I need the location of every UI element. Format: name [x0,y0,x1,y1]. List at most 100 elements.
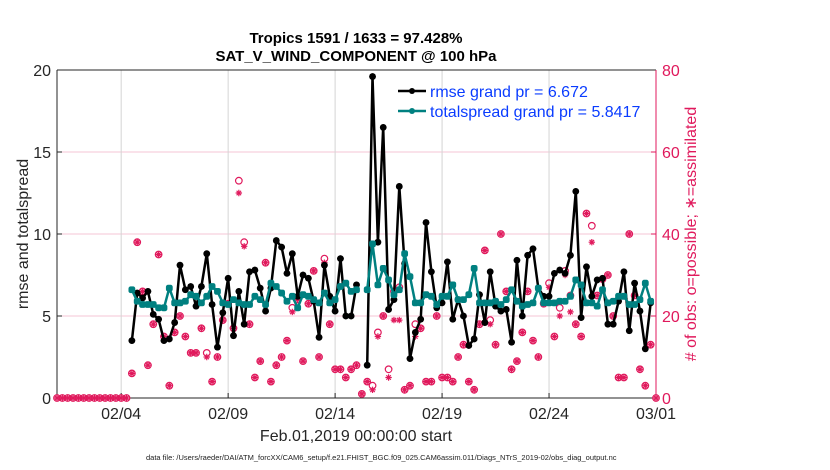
rmse-point-star [599,275,606,282]
rmse-point-star [139,294,146,302]
obs-assimilated-point [610,312,617,320]
obs-assimilated-point [519,329,526,336]
legend-label-totalspread: totalspread grand pr = 5.8417 [430,104,640,121]
totalspread-point [187,291,195,299]
obs-assimilated-point [246,321,253,328]
rmse-point-star [428,268,435,275]
rmse-point-star [406,355,414,362]
obs-possible-point [277,353,286,361]
totalspread-point [588,299,596,307]
obs-possible-point [432,312,441,320]
obs-possible-point [400,385,409,394]
totalspread-point [593,302,601,310]
rmse-point-star [503,306,510,313]
totalspread-point [561,297,569,305]
legend-marker-totalspread [409,108,415,114]
totalspread-point [374,281,382,289]
obs-possible-point [406,381,414,390]
obs-assimilated-point [567,308,574,316]
obs-possible-point [234,176,243,185]
legend-entry-totalspread: totalspread grand pr = 5.8417 [398,104,640,121]
obs-assimilated-point [497,230,505,238]
obs-assimilated-point [305,300,312,307]
obs-assimilated-point [144,362,152,369]
totalspread-point [203,292,211,300]
rmse-point-star [604,321,612,328]
obs-assimilated-point [342,374,350,381]
x-tick-label: 02/14 [315,406,355,423]
legend-label-rmse: rmse grand pr = 6.672 [430,84,588,101]
obs-assimilated-point [176,312,184,320]
obs-assimilated-point [572,321,579,328]
totalspread-point [615,292,622,300]
rmse-point-star [347,312,355,320]
obs-possible-point [464,377,473,386]
totalspread-point [294,304,302,312]
obs-possible-point [636,365,644,374]
obs-assimilated-point [337,366,344,373]
obs-possible-point [518,328,527,337]
totalspread-point [246,301,253,308]
rmse-point-star [519,312,526,320]
obs-assimilated-point [198,325,205,332]
obs-possible-point [577,332,586,341]
chart-title: Tropics 1591 / 1633 = 97.428% [249,30,462,47]
rmse-point-star [385,306,392,313]
rmse-point-star [166,335,173,343]
totalspread-point [583,299,590,307]
totalspread-point [513,297,521,305]
obs-possible-point [603,271,612,279]
obs-assimilated-point [315,353,323,361]
obs-assimilated-point [631,292,638,299]
totalspread-point [465,291,473,299]
obs-possible-point [197,324,206,333]
obs-assimilated-point [299,357,307,365]
obs-assimilated-point [513,357,521,365]
obs-assimilated-point [101,394,109,402]
obs-assimilated-point [240,243,248,250]
obs-possible-point [176,312,184,320]
obs-possible-point [529,336,537,345]
obs-possible-point [443,373,452,382]
obs-possible-point [165,381,174,390]
rmse-point-star [160,337,168,344]
totalspread-point [609,297,617,305]
totalspread-point [181,297,189,305]
obs-assimilated-point [251,374,259,381]
obs-possible-point [181,332,190,341]
obs-possible-point [127,369,136,378]
rmse-point-star [636,307,644,315]
obs-assimilated-point [59,394,66,402]
rmse-point-star [219,309,226,316]
y-axis-label-right: # of obs: o=possible; ∗=assimilated [683,107,700,361]
obs-assimilated-point [214,353,221,361]
y-right-tick-label: 60 [662,145,680,162]
obs-possible-point [480,246,489,255]
obs-possible-point [363,377,372,386]
obs-possible-point [352,361,361,370]
totalspread-point [540,299,548,307]
chart-subtitle: SAT_V_WIND_COMPONENT @ 100 hPa [215,48,497,65]
obs-assimilated-point [150,321,157,328]
totalspread-point [304,292,312,300]
obs-assimilated-point [123,394,130,402]
totalspread-point [139,301,146,308]
obs-possible-point [267,377,275,386]
totalspread-point [214,288,221,295]
totalspread-point [620,292,628,300]
rmse-point-star [524,252,531,259]
obs-assimilated-point [380,312,387,320]
obs-possible-point [448,377,457,386]
totalspread-point [155,304,163,312]
obs-possible-point [550,332,559,341]
rmse-point-star [390,296,398,303]
axes: 0 5 10 15 20 0 20 40 60 80 02/04 02/09 02/14 02/19 02/… [33,63,680,423]
totalspread-point [625,301,633,308]
rmse-point-star [203,250,210,257]
obs-assimilated-point [192,349,200,357]
rmse-point-star [326,293,333,300]
totalspread-point [363,286,371,294]
obs-possible-point [379,312,388,320]
obs-possible-point [299,357,307,366]
obs-possible-point [384,365,393,374]
